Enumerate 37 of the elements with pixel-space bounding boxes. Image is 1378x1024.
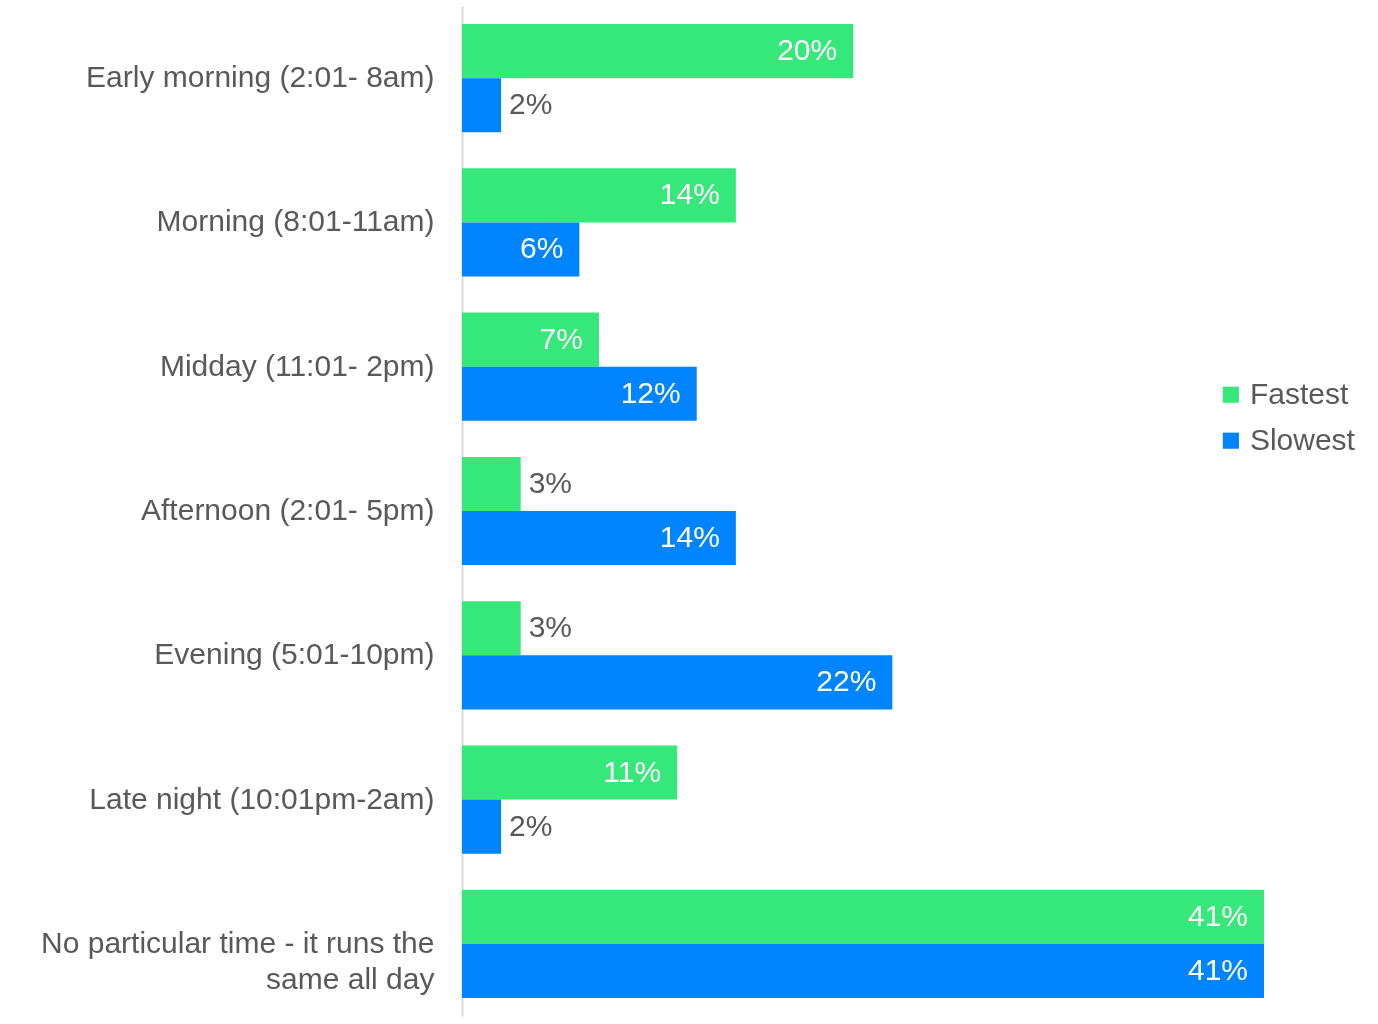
data-label: 14% (659, 520, 720, 554)
y-tick-label: Midday (11:01- 2pm) (159, 348, 435, 382)
data-label: 3% (528, 610, 573, 644)
y-tick-label: Late night (10:01pm-2am) (89, 781, 435, 815)
y-tick-label: No particular time - it runs the same all day (41, 925, 435, 995)
y-tick-label: Evening (5:01-10pm) (154, 637, 435, 671)
bar (462, 601, 521, 656)
bar (462, 78, 502, 133)
legend-label: Fastest (1249, 376, 1349, 410)
data-label: 7% (539, 321, 583, 355)
bar (462, 655, 893, 710)
data-label: 22% (816, 664, 877, 698)
data-label: 14% (659, 177, 720, 211)
data-label: 2% (509, 87, 553, 121)
data-label: 2% (509, 808, 553, 842)
bar (462, 799, 502, 854)
data-label: 41% (1187, 898, 1248, 932)
bar (462, 168, 736, 223)
bar (462, 456, 521, 511)
bar (462, 24, 854, 79)
y-tick-label: Morning (8:01-11am) (156, 204, 435, 238)
data-label: 11% (603, 754, 662, 788)
bar (462, 511, 736, 566)
data-label: 20% (777, 33, 838, 67)
data-label: 3% (528, 465, 573, 499)
data-label: 12% (620, 375, 681, 409)
bar (462, 745, 678, 800)
data-label: 41% (1187, 952, 1248, 986)
bar (462, 889, 1264, 944)
y-tick-label: Afternoon (2:01- 5pm) (141, 493, 435, 526)
bar (462, 366, 697, 421)
legend-label: Slowest (1249, 422, 1356, 456)
bar (462, 222, 580, 277)
bar (462, 943, 1264, 998)
bar (462, 312, 599, 367)
data-label: 6% (520, 231, 564, 265)
y-tick-label: Early morning (2:01- 8am) (86, 60, 435, 94)
